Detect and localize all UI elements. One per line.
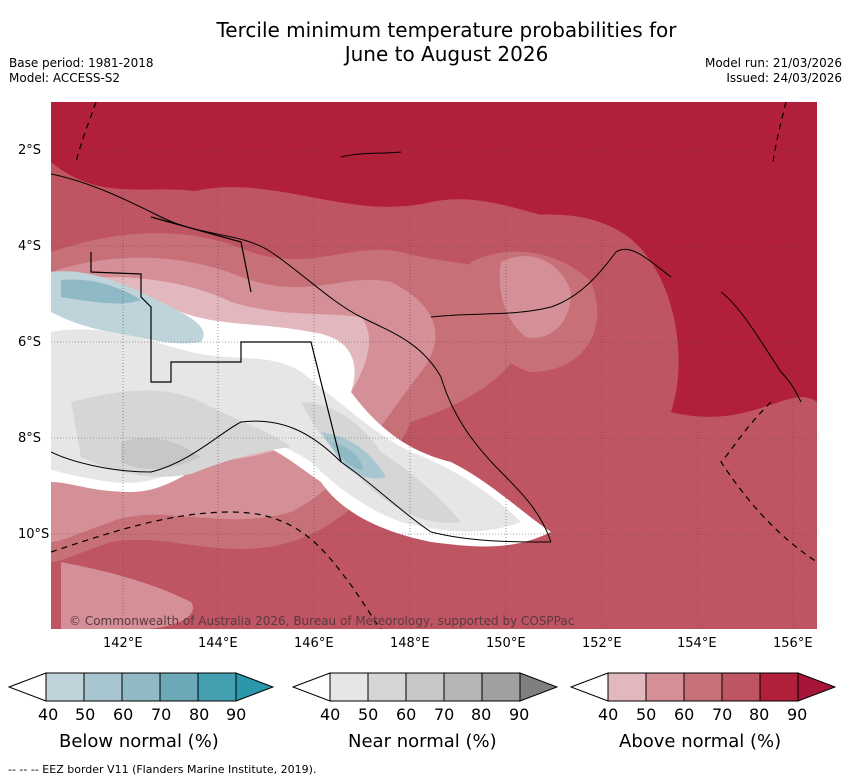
lon-label-150e: 150°E [486,636,526,651]
near-tick-70: 70 [434,705,455,724]
near-swatch-70 [443,672,483,702]
above-swatch-50 [645,672,685,702]
lat-label-8s: 8°S [18,431,42,446]
near-swatch-60 [405,672,445,702]
copyright-note: © Commonwealth of Australia 2026, Bureau… [69,614,574,628]
near-swatch-80 [481,672,521,702]
near-tick-80: 80 [471,705,492,724]
lon-label-156e: 156°E [773,636,813,651]
below-tick-70: 70 [151,705,172,724]
colorbar-above [570,672,836,702]
lon-label-144e: 144°E [198,636,238,651]
lon-label-148e: 148°E [390,636,430,651]
above-tick-90: 90 [787,705,808,724]
eez-border [51,102,817,629]
coastline [51,151,802,543]
near-50-east [301,402,461,523]
map-title-line1: Tercile minimum temperature probabilitie… [216,18,677,42]
below-tick-40: 40 [38,705,59,724]
lat-label-2s: 2°S [18,143,42,158]
below-tick-50: 50 [75,705,96,724]
near-60-region [121,437,201,469]
near-swatch-50 [367,672,407,702]
lat-label-6s: 6°S [18,335,42,350]
below-normal-title: Below normal (%) [59,731,219,752]
map-title-line2: June to August 2026 [344,42,549,66]
above-swatch-90 [797,672,836,702]
below-swatch-90 [235,672,274,702]
colorbar-below [8,672,274,702]
near-tick-50: 50 [358,705,379,724]
eez-footnote: -- -- -- EEZ border V11 (Flanders Marine… [8,763,317,776]
lon-label-146e: 146°E [294,636,334,651]
below-swatch-60 [121,672,161,702]
above-tick-40: 40 [598,705,619,724]
near-swatch-40 [329,672,369,702]
below-60-west [61,279,141,304]
near-tick-60: 60 [396,705,417,724]
above-tick-80: 80 [749,705,770,724]
provincial-borders [90,216,342,463]
meta-right: Model run: 21/03/2026 Issued: 24/03/2026 [705,56,842,86]
below-swatch-40 [45,672,85,702]
meta-left: Base period: 1981-2018 Model: ACCESS-S2 [9,56,154,86]
near-swatch-90 [519,672,558,702]
below-swatch-70 [159,672,199,702]
near-tick-90: 90 [509,705,530,724]
above-50-south [61,562,193,629]
above-tick-60: 60 [674,705,695,724]
above-tick-70: 70 [712,705,733,724]
near-normal-title: Near normal (%) [348,731,497,752]
probability-map: © Commonwealth of Australia 2026, Bureau… [51,102,817,629]
above-swatch-40 [607,672,647,702]
above-swatch-80 [759,672,799,702]
lat-label-4s: 4°S [18,239,42,254]
below-tick-60: 60 [113,705,134,724]
below-tick-90: 90 [226,705,247,724]
above-normal-title: Above normal (%) [619,731,782,752]
model-run: Model run: 21/03/2026 [704,56,842,70]
above-swatch-70 [721,672,761,702]
above-50-east [499,256,571,338]
lon-label-142e: 142°E [103,636,143,651]
below-swatch-80 [197,672,237,702]
map-title: Tercile minimum temperature probabilitie… [0,18,850,66]
lat-label-10s: 10°S [18,527,50,542]
colorbar-near [292,672,558,702]
issued-date: Issued: 24/03/2026 [726,71,842,85]
above-swatch-60 [683,672,723,702]
below-tick-80: 80 [189,705,210,724]
base-period: Base period: 1981-2018 [9,56,154,70]
lon-label-152e: 152°E [582,636,622,651]
lon-label-154e: 154°E [677,636,717,651]
graticule [51,102,817,629]
above-tick-50: 50 [636,705,657,724]
below-swatch-50 [83,672,123,702]
model-name: Model: ACCESS-S2 [9,71,121,85]
below-60-centre [331,442,363,470]
near-tick-40: 40 [320,705,341,724]
